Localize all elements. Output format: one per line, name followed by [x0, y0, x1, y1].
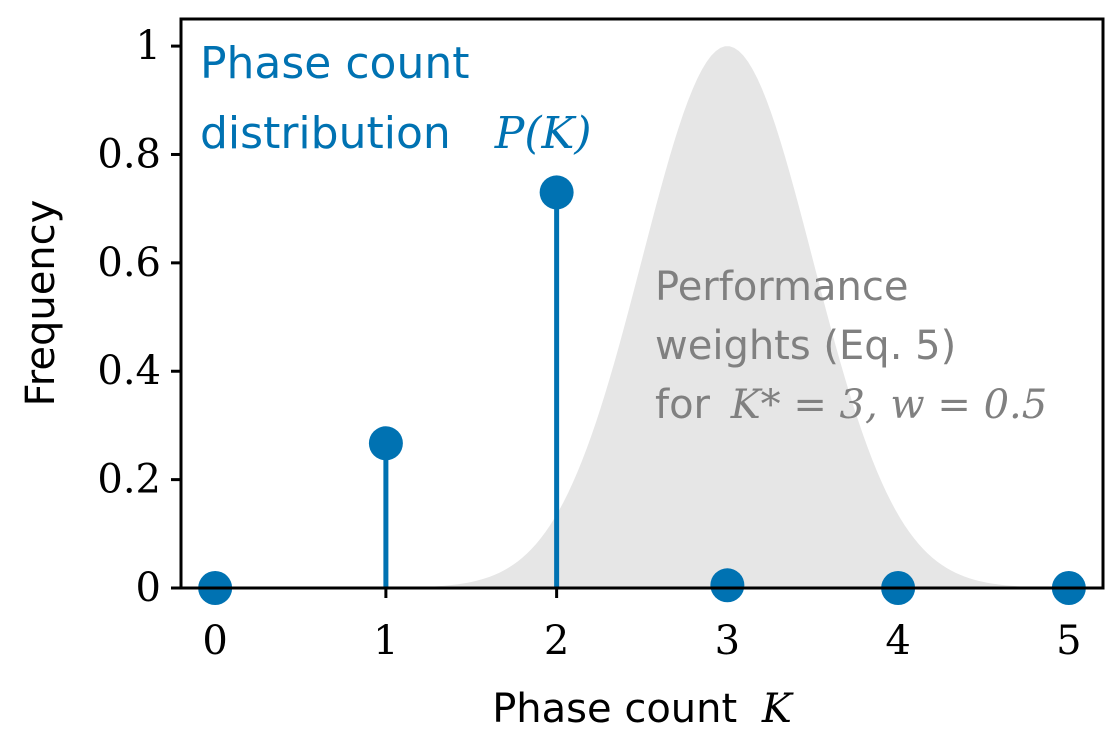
series-title-line1: Phase count: [200, 38, 470, 89]
weights-label-line3: for K* = 3, w = 0.5: [655, 382, 1047, 428]
x-tick-label: 0: [202, 618, 227, 664]
performance-weights-area: [181, 46, 1103, 588]
x-axis-label-text: Phase count: [492, 686, 737, 732]
y-tick-label: 0.4: [97, 348, 161, 394]
weights-label-math: K* = 3, w = 0.5: [730, 382, 1048, 428]
y-tick-label: 0: [136, 565, 161, 611]
y-tick-label: 0.2: [97, 457, 161, 503]
x-axis-label: Phase count K: [492, 686, 794, 732]
x-axis-label-math: K: [761, 686, 794, 732]
x-tick-label: 3: [715, 618, 740, 664]
series-title-math: P(K): [494, 108, 592, 159]
plot-frame: [179, 17, 1105, 590]
series-title-line2: distribution P(K): [200, 108, 592, 159]
series-title-line2-text: distribution: [200, 108, 451, 159]
x-tick-label: 4: [885, 618, 910, 664]
stem-marker: [539, 175, 574, 210]
weights-label-line3-text: for: [655, 382, 711, 428]
x-tick-label: 2: [544, 618, 569, 664]
weights-label-line1: Performance: [655, 264, 908, 310]
x-tick-label: 1: [373, 618, 398, 664]
stem-marker: [710, 568, 745, 603]
y-axis-label: Frequency: [18, 200, 64, 407]
weights-label-line2: weights (Eq. 5): [655, 323, 956, 369]
x-tick-label: 5: [1056, 618, 1081, 664]
y-tick-label: 1: [136, 23, 161, 69]
series-markers: [198, 175, 1086, 605]
x-axis-ticks: 0 1 2 3 4 5: [202, 588, 1082, 664]
y-tick-label: 0.6: [97, 240, 161, 286]
y-tick-label: 0.8: [97, 131, 161, 177]
stem-marker: [368, 426, 403, 461]
y-axis-ticks: 0 0.2 0.4 0.6 0.8 1: [97, 23, 181, 611]
